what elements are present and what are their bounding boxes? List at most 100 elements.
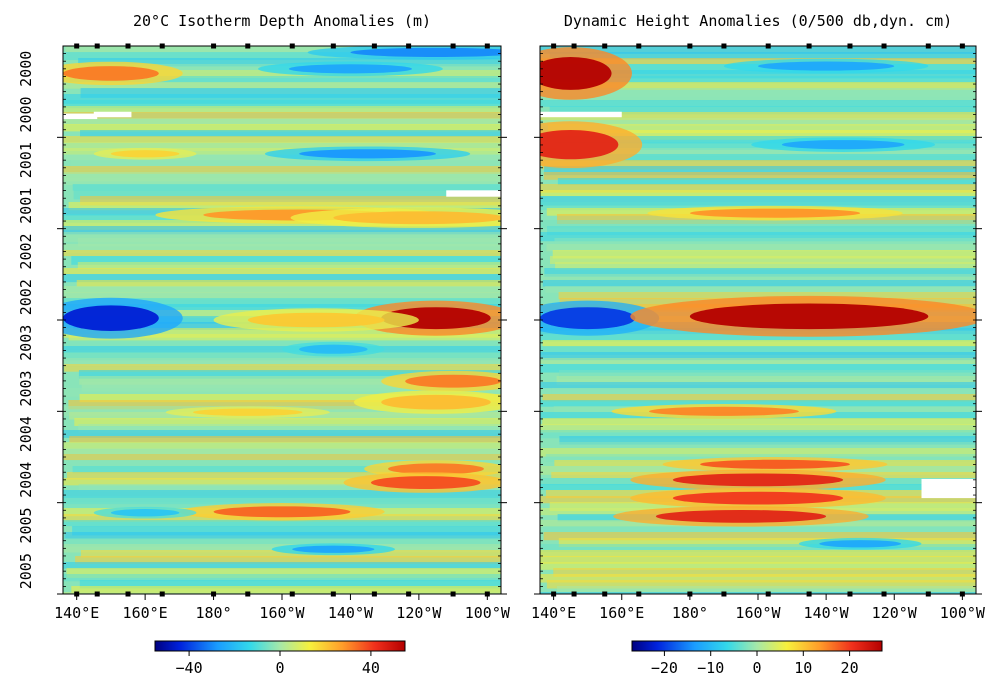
heatmap-band: [63, 328, 501, 338]
mooring-marker: [925, 43, 931, 49]
heatmap-band: [63, 496, 501, 505]
heatmap-cell: [292, 545, 375, 553]
heatmap-cell: [758, 61, 895, 71]
heatmap-band: [558, 538, 976, 547]
mooring-marker: [484, 591, 490, 597]
heatmap-band: [63, 286, 501, 294]
heatmap-band: [555, 262, 976, 270]
y-tick-label: 2001: [17, 188, 35, 224]
heatmap-band: [63, 268, 501, 275]
y-tick-label: 2001: [17, 142, 35, 178]
mooring-marker: [571, 43, 577, 49]
heatmap-band: [75, 556, 501, 564]
heatmap-band: [540, 136, 976, 144]
colorbar-tick-label: −20: [651, 659, 678, 677]
heatmap-band: [540, 184, 976, 193]
heatmap-band: [543, 118, 976, 126]
heatmap-band: [79, 394, 501, 403]
heatmap-band: [553, 130, 976, 140]
heatmap-cell: [672, 491, 844, 505]
mooring-marker: [721, 43, 727, 49]
mooring-marker: [881, 43, 887, 49]
heatmap-cell: [388, 463, 484, 475]
heatmap-band: [78, 484, 501, 493]
mooring-marker: [330, 591, 336, 597]
heatmap-band: [63, 298, 501, 308]
x-tick-label: 120°W: [396, 604, 442, 622]
heatmap-band: [63, 124, 501, 132]
heatmap-band: [543, 532, 976, 541]
left-colorbar: [154, 640, 406, 652]
heatmap-band: [549, 106, 976, 115]
x-tick-label: 140°W: [328, 604, 374, 622]
heatmap-band: [63, 460, 501, 469]
heatmap-band: [542, 418, 976, 426]
heatmap-band: [540, 448, 976, 457]
mooring-marker: [959, 43, 965, 49]
heatmap-band: [64, 532, 501, 540]
heatmap-band: [63, 118, 501, 125]
heatmap-band: [540, 424, 976, 433]
x-tick-label: 160°W: [259, 604, 305, 622]
heatmap-band: [558, 370, 976, 379]
x-tick-label: 140°W: [804, 604, 850, 622]
heatmap-band: [540, 112, 976, 121]
heatmap-band: [78, 58, 501, 67]
heatmap-band: [63, 562, 501, 569]
mooring-marker: [551, 43, 557, 49]
mooring-marker: [289, 43, 295, 49]
mooring-marker: [551, 591, 557, 597]
heatmap-cell: [299, 344, 368, 354]
data-gap: [540, 111, 622, 118]
heatmap-cell: [193, 408, 303, 416]
heatmap-band: [63, 52, 501, 61]
heatmap-cell: [649, 406, 799, 416]
heatmap-band: [66, 472, 501, 480]
heatmap-band: [540, 592, 976, 594]
y-tick-label: 2002: [17, 233, 35, 269]
heatmap-band: [80, 88, 501, 98]
mooring-marker: [721, 591, 727, 597]
y-tick-label: 2002: [17, 279, 35, 315]
mooring-marker: [959, 591, 965, 597]
heatmap-band: [63, 244, 501, 254]
heatmap-band: [556, 376, 976, 385]
x-tick-label: 180°: [196, 604, 232, 622]
heatmap-band: [540, 154, 976, 162]
heatmap-band: [540, 70, 976, 79]
heatmap-band: [66, 568, 501, 578]
mooring-marker: [806, 43, 812, 49]
x-tick-label: 160°W: [735, 604, 781, 622]
heatmap-band: [63, 448, 501, 455]
heatmap-cell: [213, 506, 351, 518]
heatmap-band: [81, 382, 501, 392]
mooring-marker: [602, 591, 608, 597]
heatmap-cell: [540, 130, 619, 160]
heatmap-band: [544, 268, 976, 277]
heatmap-band: [72, 184, 501, 191]
heatmap-band: [544, 166, 976, 176]
left-x-tick-labels: 140°E 160°E 180° 160°W 140°W 120°W 100°W: [54, 604, 511, 622]
heatmap-band: [540, 562, 976, 570]
heatmap-band: [559, 436, 976, 445]
mooring-marker: [765, 591, 771, 597]
mooring-marker: [94, 43, 100, 49]
heatmap-band: [544, 148, 976, 157]
heatmap-band: [540, 76, 976, 84]
heatmap-band: [73, 190, 501, 200]
heatmap-band: [550, 256, 976, 265]
mooring-marker: [925, 591, 931, 597]
heatmap-band: [63, 430, 501, 438]
mooring-marker: [687, 591, 693, 597]
heatmap-band: [63, 136, 501, 143]
heatmap-band: [540, 46, 976, 54]
mooring-marker: [211, 591, 217, 597]
x-tick-label: 100°W: [940, 604, 986, 622]
heatmap-band: [544, 442, 976, 449]
mooring-marker: [602, 43, 608, 49]
heatmap-band: [545, 286, 976, 293]
heatmap-band: [540, 352, 976, 361]
heatmap-cell: [689, 208, 861, 218]
heatmap-band: [553, 568, 976, 577]
